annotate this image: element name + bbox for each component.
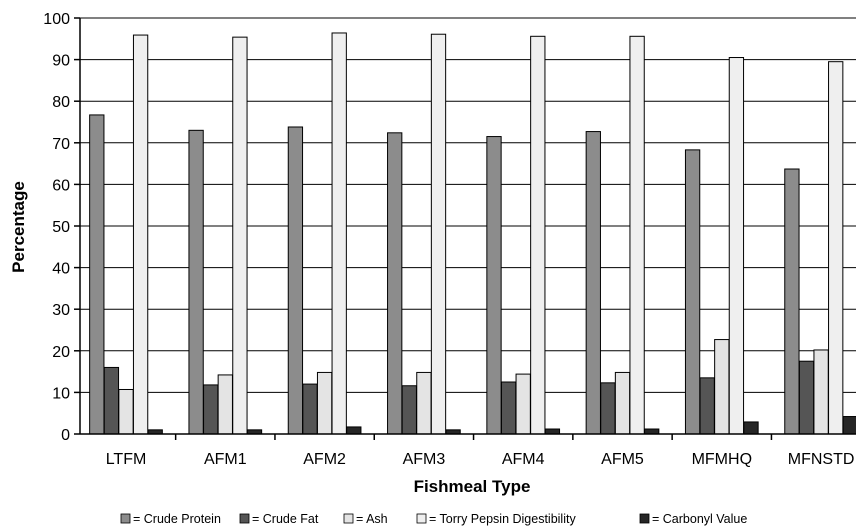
bar-afm3-s3 [430,33,447,435]
bar-mfnstd-s3 [828,61,844,435]
legend-swatch [120,513,131,524]
bar-afm5-s3 [629,35,645,435]
bar-afm4-s2 [515,373,531,435]
y-tick-labels: 0 10 20 30 40 50 60 70 80 90 100 [43,11,80,444]
y-tick-label: 0 [61,427,70,444]
bar-mfmhq-s3 [728,57,745,435]
x-tick-label: MFMHQ [692,451,752,468]
x-tick-label: MFNSTD [788,451,855,468]
y-tick-label: 30 [52,302,70,319]
bar-mfnstd-s1 [798,360,815,435]
y-axis-title: Percentage [9,181,28,273]
bar-ltfm-s1 [103,366,120,435]
bar-afm4-s1 [500,381,517,435]
bar-mfmhq-s2 [714,339,730,435]
legend-swatch [639,513,650,524]
bar-afm2-s1 [302,383,318,435]
y-tick-label: 50 [52,219,70,236]
y-tick-label: 100 [43,11,70,28]
legend-swatch [416,513,427,524]
bar-mfnstd-s2 [813,349,829,435]
grid-lines [80,17,856,393]
y-tick-label: 20 [52,344,70,361]
bars [89,32,856,435]
bar-afm4-s0 [486,136,502,435]
legend-label: = Crude Protein [133,512,221,526]
bar-afm3-s0 [387,132,403,435]
bar-afm1-s3 [232,36,248,435]
bar-mfmhq-s1 [699,377,715,435]
x-tick-label: AFM4 [502,451,545,468]
legend-label: = Ash [356,512,388,526]
bar-afm3-s2 [416,371,432,435]
bar-afm2-s2 [316,371,333,435]
legend-label: = Torry Pepsin Digestibility [429,512,576,526]
y-tick-label: 10 [52,385,70,402]
x-tick-label: AFM3 [403,451,446,468]
bar-afm5-s0 [585,131,601,435]
bar-afm2-s0 [287,126,304,435]
bar-afm1-s1 [203,384,219,435]
legend: = Crude Protein = Crude Fat = Ash = Torry P… [120,512,747,526]
bar-afm5-s2 [614,371,631,435]
legend-swatch [239,513,250,524]
y-tick-label: 90 [52,53,70,70]
bar-mfnstd-s0 [784,168,800,435]
y-tick-label: 70 [52,136,70,153]
legend-label: = Crude Fat [252,512,319,526]
bar-afm4-s3 [530,35,546,435]
x-tick-label: LTFM [106,451,147,468]
bar-mfmhq-s4 [743,421,759,435]
bar-mfmhq-s0 [684,149,701,435]
x-tick-label: AFM5 [601,451,644,468]
bar-afm1-s0 [188,129,204,435]
bar-afm3-s1 [401,385,417,435]
bar-ltfm-s2 [118,388,134,435]
bar-afm2-s3 [331,32,347,435]
x-tick-label: AFM2 [303,451,346,468]
bar-mfnstd-s4 [842,416,856,435]
legend-swatch [343,513,354,524]
x-tick-labels: LTFM AFM1 AFM2 AFM3 AFM4 AFM5 MFMHQ MFNSTD [106,434,855,468]
y-tick-label: 40 [52,261,70,278]
x-axis-title: Fishmeal Type [414,477,531,496]
bar-ltfm-s0 [89,114,105,435]
y-tick-label: 80 [52,94,70,111]
bar-ltfm-s3 [132,34,149,435]
bar-afm1-s2 [217,374,233,435]
x-tick-label: AFM1 [204,451,247,468]
y-tick-label: 60 [52,177,70,194]
bar-afm2-s4 [346,426,362,435]
legend-label: = Carbonyl Value [652,512,747,526]
bar-afm5-s1 [600,382,616,435]
